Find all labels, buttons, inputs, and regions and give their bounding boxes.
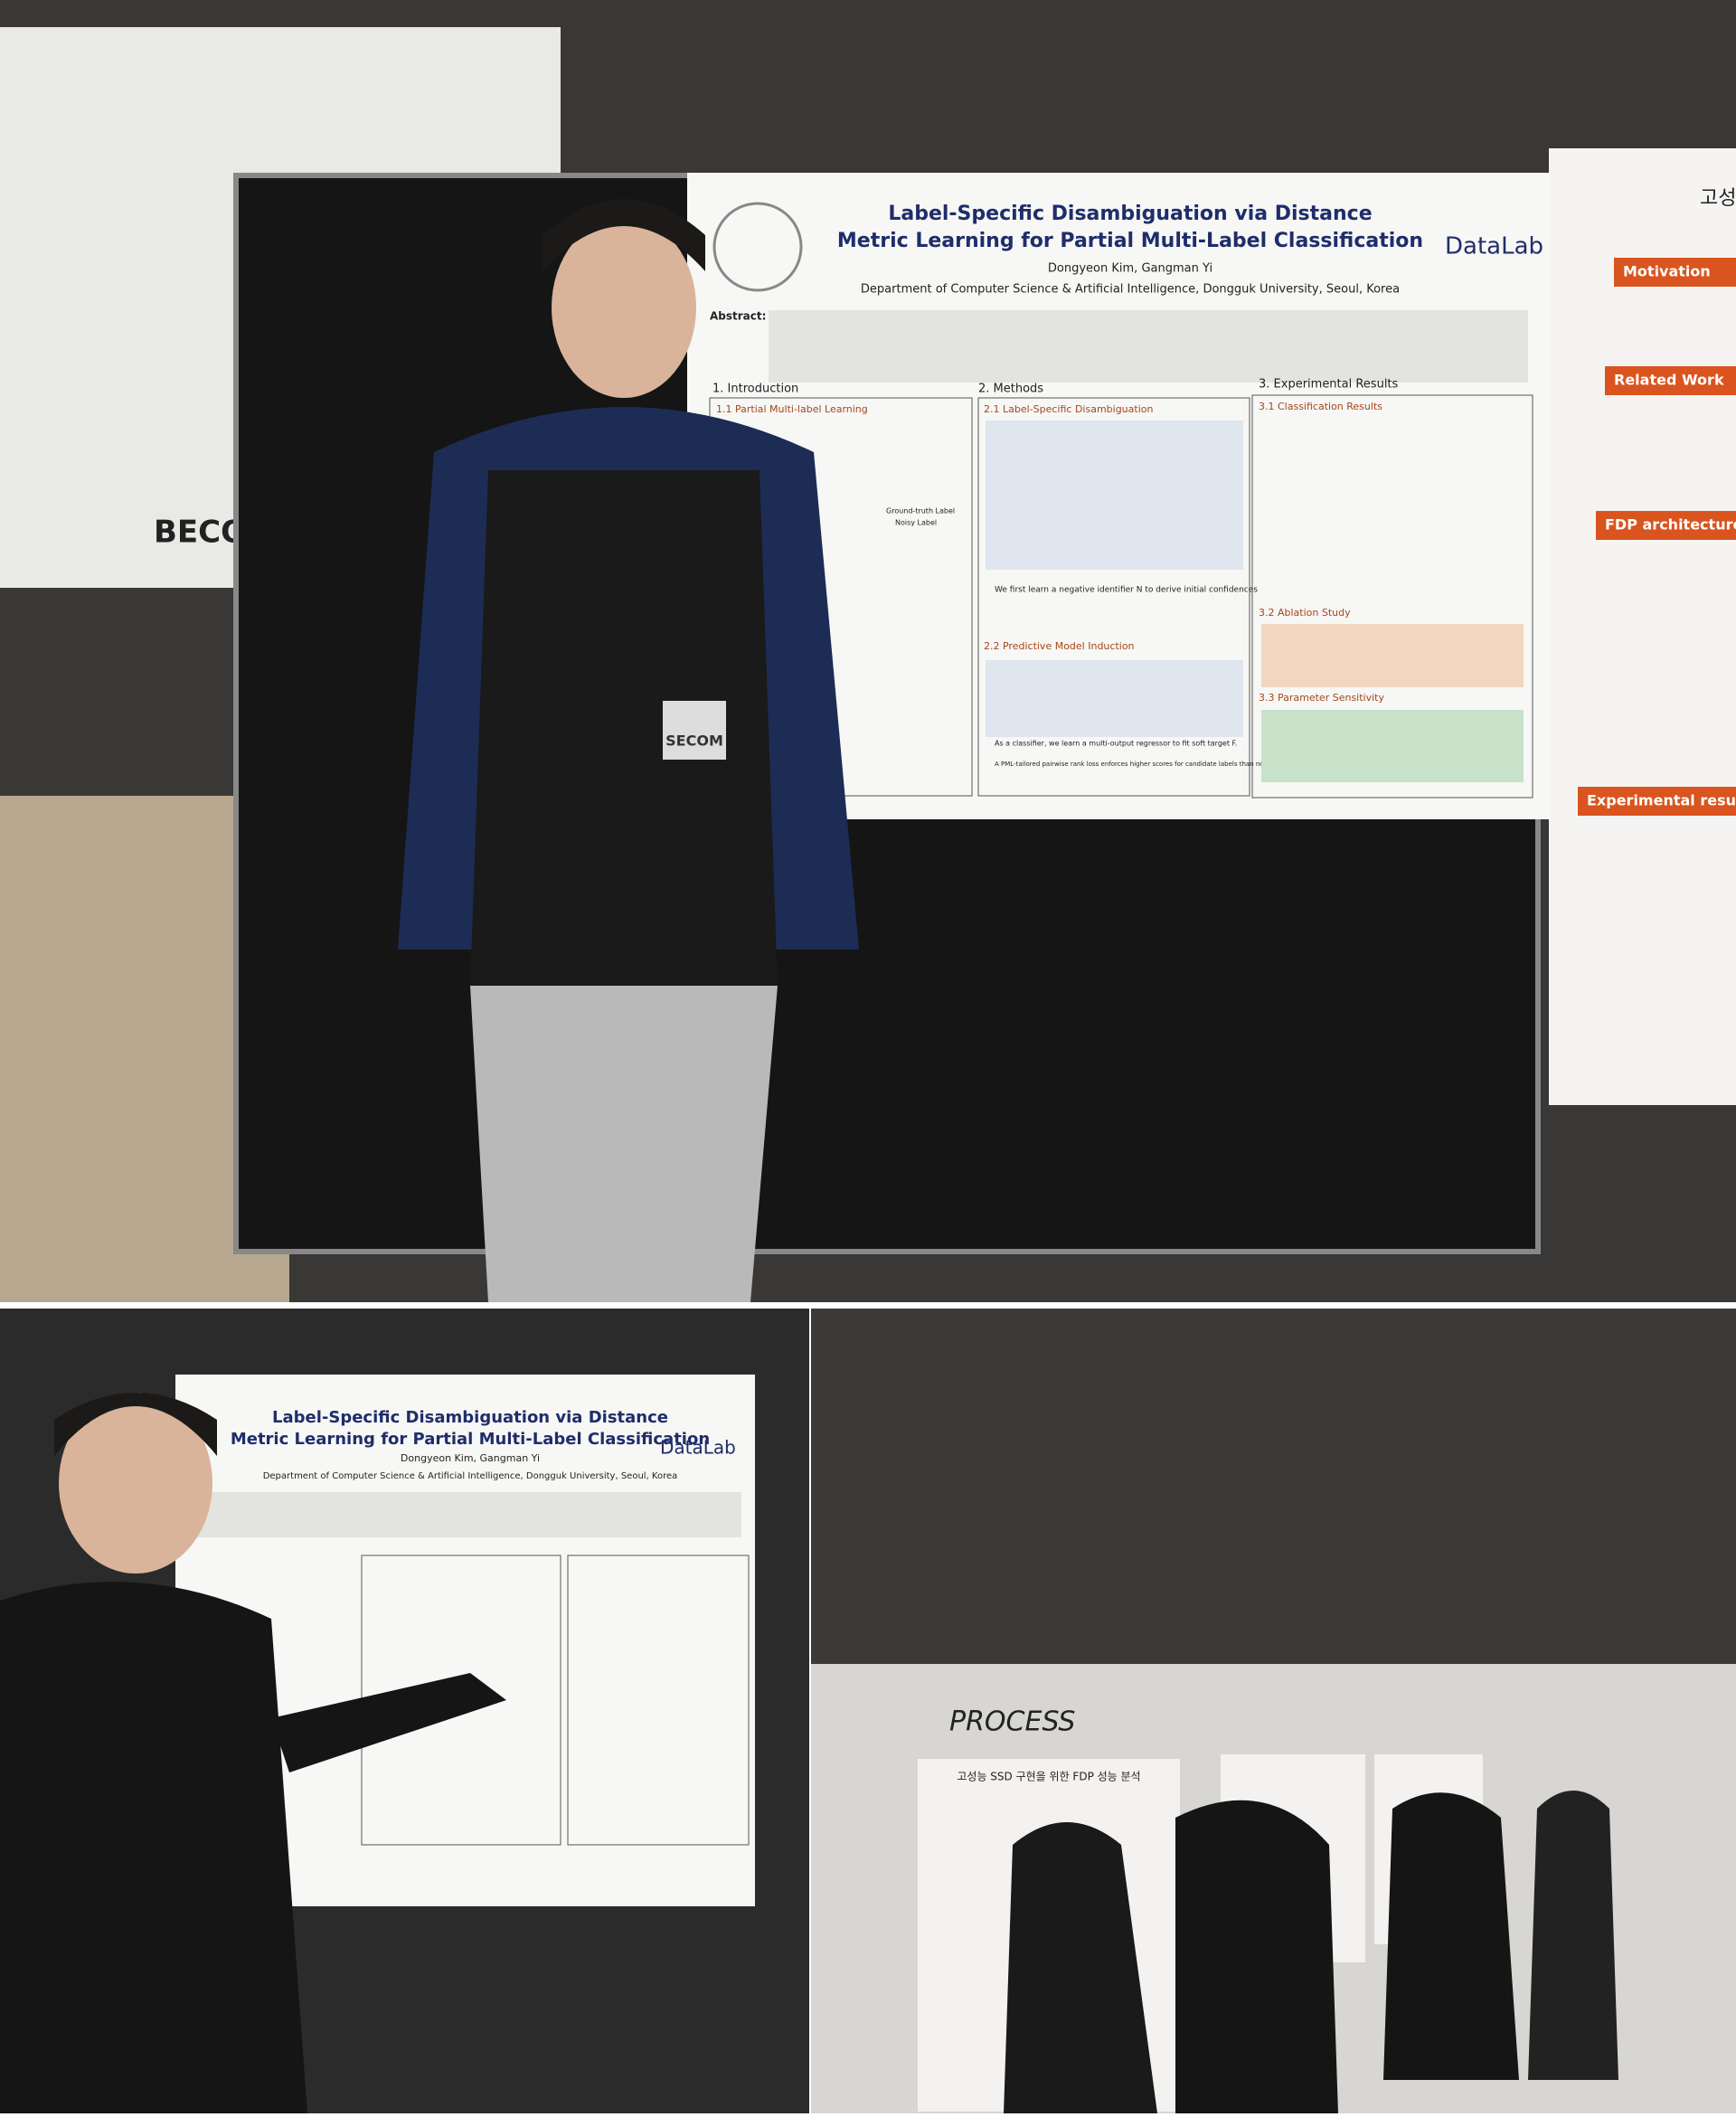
figure — [1261, 624, 1524, 687]
bullet: A PML-tailored pairwise rank loss enforc… — [995, 761, 1324, 768]
figure-label: Noisy Label — [895, 519, 937, 527]
figure — [986, 421, 1243, 570]
person-hair — [542, 199, 705, 271]
heading: Motivation — [1623, 263, 1711, 280]
subsection-heading: 3.1 Classification Results — [1259, 401, 1382, 412]
logo-text: DataLab — [1445, 233, 1543, 260]
person-hair — [54, 1393, 217, 1456]
name-badge — [663, 701, 726, 760]
bullet: We first learn a negative identifier N t… — [995, 586, 1258, 595]
poster-title: Label-Specific Disambiguation via Distan… — [272, 1408, 668, 1427]
heading: FDP architecture — [1605, 516, 1736, 534]
person-pants — [470, 986, 778, 1302]
poster-title: Metric Learning for Partial Multi-Label … — [231, 1430, 710, 1449]
bullet: As a classifier, we learn a multi-output… — [995, 740, 1237, 748]
person-head — [552, 217, 696, 398]
affiliation: Department of Computer Science & Artific… — [861, 283, 1400, 297]
logo-seal — [712, 202, 803, 292]
person — [1004, 1822, 1157, 2113]
heading-bar — [1596, 511, 1736, 540]
photo-3: PROCESS 고성능 SSD 구현을 위한 FDP 성능 분석 — [811, 1309, 1736, 2113]
subsection-heading: 2.1 Label-Specific Disambiguation — [984, 403, 1153, 415]
photo-2: Label-Specific Disambiguation via Distan… — [0, 1309, 809, 2113]
person — [1175, 1800, 1338, 2113]
heading-bar — [1605, 366, 1736, 395]
heading: Experimental results — [1587, 792, 1736, 809]
section-heading: 2. Methods — [978, 383, 1043, 396]
heading-bar — [1578, 787, 1736, 816]
subsection-heading: 2.2 Predictive Model Induction — [984, 640, 1135, 652]
subsection-heading: 3.2 Ablation Study — [1259, 607, 1351, 619]
poster-title: Metric Learning for Partial Multi-Label … — [837, 230, 1423, 252]
subsection-heading: 3.3 Parameter Sensitivity — [1259, 692, 1384, 704]
photo-1: BECOME Label-Specific Disambiguation via… — [0, 0, 1736, 1302]
abstract-text-block — [769, 310, 1528, 383]
authors: Dongyeon Kim, Gangman Yi — [1048, 262, 1212, 276]
affiliation: Department of Computer Science & Artific… — [263, 1471, 678, 1481]
person-head — [59, 1393, 212, 1574]
abstract-label: Abstract: — [710, 310, 766, 323]
authors: Dongyeon Kim, Gangman Yi — [401, 1452, 540, 1464]
section-heading: 1. Introduction — [712, 383, 798, 396]
abstract-text-block — [190, 1492, 741, 1537]
side-poster-title: 고성 — [1700, 187, 1736, 210]
section-heading: 3. Experimental Results — [1259, 378, 1399, 392]
figure — [1261, 710, 1524, 782]
heading-bar — [1614, 258, 1736, 287]
panel — [977, 397, 1250, 797]
poster-title: Label-Specific Disambiguation via Distan… — [888, 203, 1372, 225]
person — [1383, 1792, 1519, 2080]
badge-text: SECOM — [665, 732, 723, 750]
panel — [1251, 394, 1533, 799]
logo-text: DataLab — [660, 1437, 736, 1459]
person-arm — [271, 1673, 506, 1772]
side-poster — [1549, 148, 1736, 1105]
person-body — [0, 1582, 307, 2113]
person-vest — [470, 470, 778, 986]
figure-label: Ground-truth Label — [886, 507, 955, 515]
subsection-heading: 1.1 Partial Multi-label Learning — [716, 403, 868, 415]
person — [1528, 1791, 1618, 2080]
heading: Related Work — [1614, 372, 1724, 389]
wall-text: PROCESS — [949, 1706, 1075, 1738]
panel — [567, 1555, 750, 1846]
poster-title: 고성능 SSD 구현을 위한 FDP 성능 분석 — [957, 1771, 1140, 1783]
figure — [986, 660, 1243, 737]
